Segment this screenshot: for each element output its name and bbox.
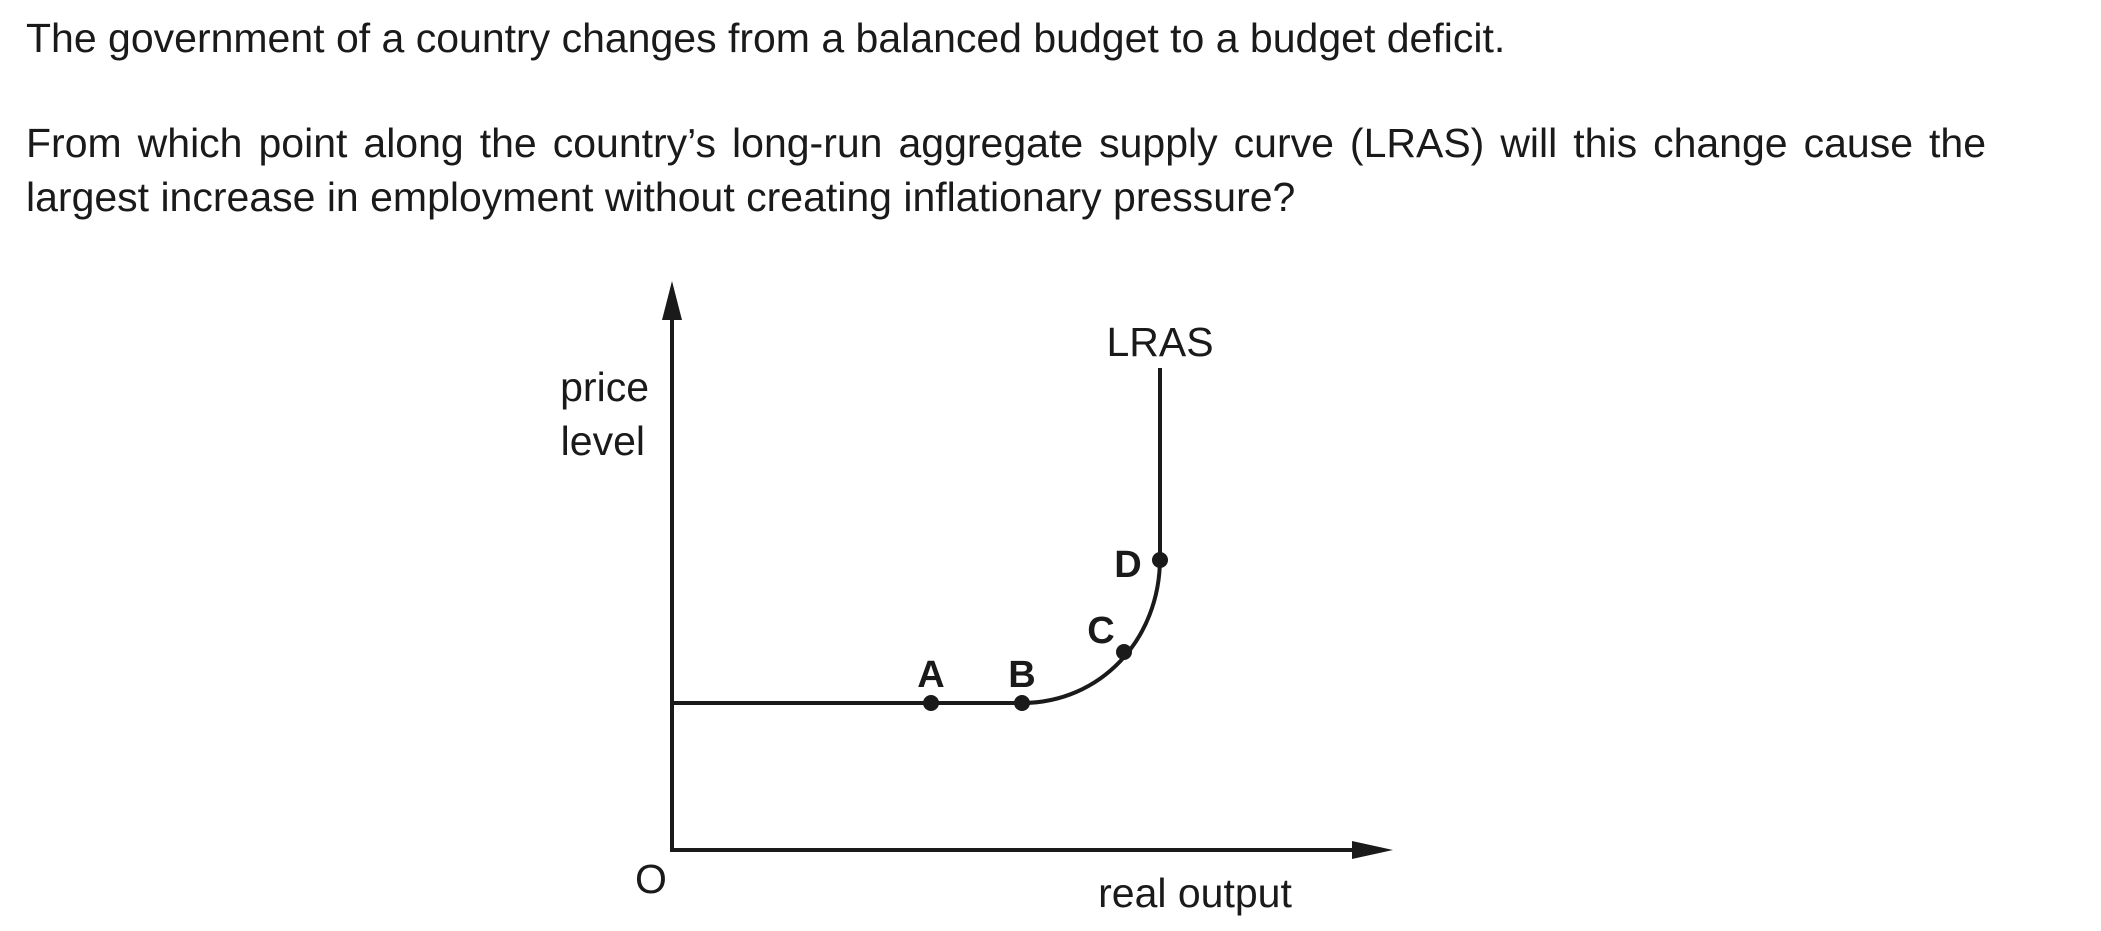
y-axis-label-line2: level [561, 418, 645, 464]
origin-label: O [635, 856, 667, 902]
point-a-marker [923, 695, 939, 711]
x-axis-label: real output [1098, 870, 1292, 916]
point-b-label: B [1008, 654, 1035, 696]
point-c-marker [1116, 644, 1132, 660]
y-axis-label-line1: price [560, 364, 649, 410]
lras-curve [672, 368, 1162, 705]
point-c-label: C [1087, 610, 1114, 652]
point-d-marker [1152, 552, 1168, 568]
point-d-label: D [1114, 544, 1141, 586]
point-a-label: A [917, 654, 944, 696]
question-intro: The government of a country changes from… [26, 15, 1506, 61]
question-prompt: From which point along the country’s lon… [26, 120, 1986, 220]
y-axis-arrowhead [662, 281, 682, 320]
x-axis-arrowhead [1352, 841, 1393, 859]
point-b-marker [1014, 695, 1030, 711]
lras-label: LRAS [1106, 319, 1213, 365]
